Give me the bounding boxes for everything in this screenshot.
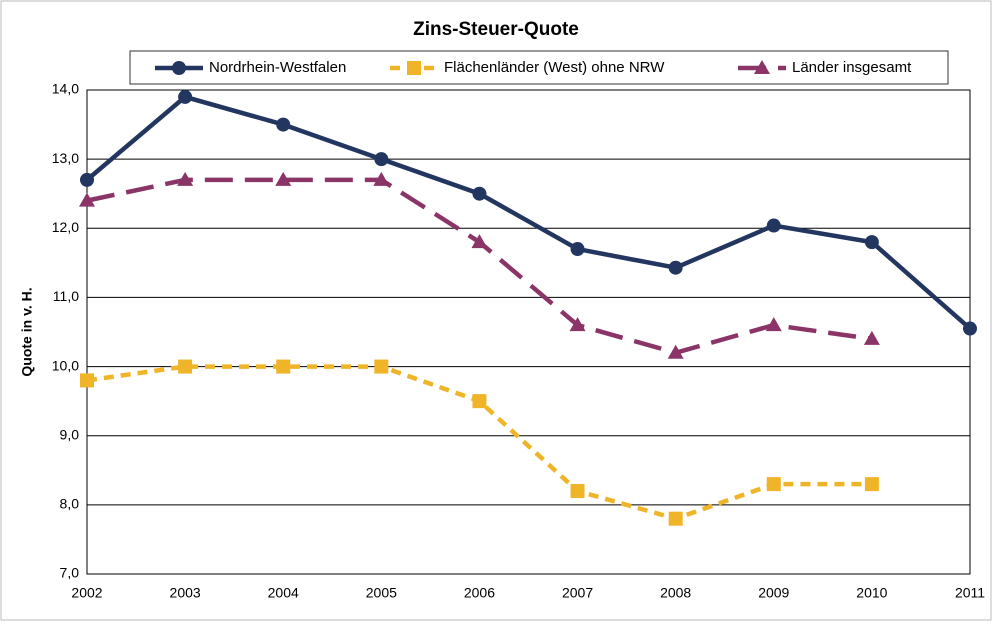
y-tick-label: 12,0 xyxy=(52,219,79,235)
chart-title: Zins-Steuer-Quote xyxy=(413,19,579,40)
x-tick-label: 2010 xyxy=(856,585,887,601)
marker xyxy=(668,511,683,526)
marker xyxy=(177,171,194,186)
y-axis-label: Quote in v. H. xyxy=(19,287,35,376)
marker xyxy=(963,321,977,336)
marker xyxy=(765,317,782,332)
marker xyxy=(570,242,585,257)
marker xyxy=(275,171,292,186)
marker xyxy=(172,61,186,75)
legend-box xyxy=(129,50,949,85)
x-tick-label: 2008 xyxy=(660,585,691,601)
marker xyxy=(569,317,586,332)
legend-label: Nordrhein-Westfalen xyxy=(209,59,346,76)
marker xyxy=(766,477,781,492)
marker xyxy=(864,235,879,250)
y-tick-label: 11,0 xyxy=(53,288,79,304)
marker xyxy=(766,218,781,233)
marker xyxy=(863,330,880,345)
y-tick-label: 9,0 xyxy=(60,426,80,442)
x-tick-label: 2004 xyxy=(268,585,299,601)
marker xyxy=(472,394,487,409)
x-tick-label: 2005 xyxy=(366,585,397,601)
y-tick-label: 7,0 xyxy=(60,565,80,581)
y-tick-label: 14,0 xyxy=(52,81,79,97)
marker xyxy=(407,61,421,75)
y-tick-label: 13,0 xyxy=(52,150,79,166)
marker xyxy=(754,60,770,74)
marker xyxy=(79,192,95,207)
marker xyxy=(864,477,879,492)
x-tick-label: 2009 xyxy=(758,585,789,601)
y-tick-label: 8,0 xyxy=(60,496,80,512)
y-tick-label: 10,0 xyxy=(52,357,79,373)
marker xyxy=(570,484,585,499)
marker xyxy=(276,117,291,132)
marker xyxy=(472,186,487,201)
marker xyxy=(276,359,291,374)
x-tick-label: 2006 xyxy=(464,585,495,601)
marker xyxy=(80,172,94,187)
x-tick-label: 2002 xyxy=(71,585,102,601)
legend-label: Länder insgesamt xyxy=(792,59,912,76)
marker xyxy=(667,344,684,359)
marker xyxy=(668,260,683,275)
x-tick-label: 2011 xyxy=(955,585,985,601)
marker xyxy=(471,234,488,249)
x-tick-label: 2003 xyxy=(170,585,201,601)
marker xyxy=(178,359,193,374)
marker xyxy=(374,359,389,374)
marker xyxy=(373,171,390,186)
marker xyxy=(178,89,193,104)
marker xyxy=(80,373,94,388)
marker xyxy=(374,152,389,167)
x-tick-label: 2007 xyxy=(562,585,593,601)
series-line xyxy=(85,94,972,331)
legend-label: Flächenländer (West) ohne NRW xyxy=(444,59,665,76)
